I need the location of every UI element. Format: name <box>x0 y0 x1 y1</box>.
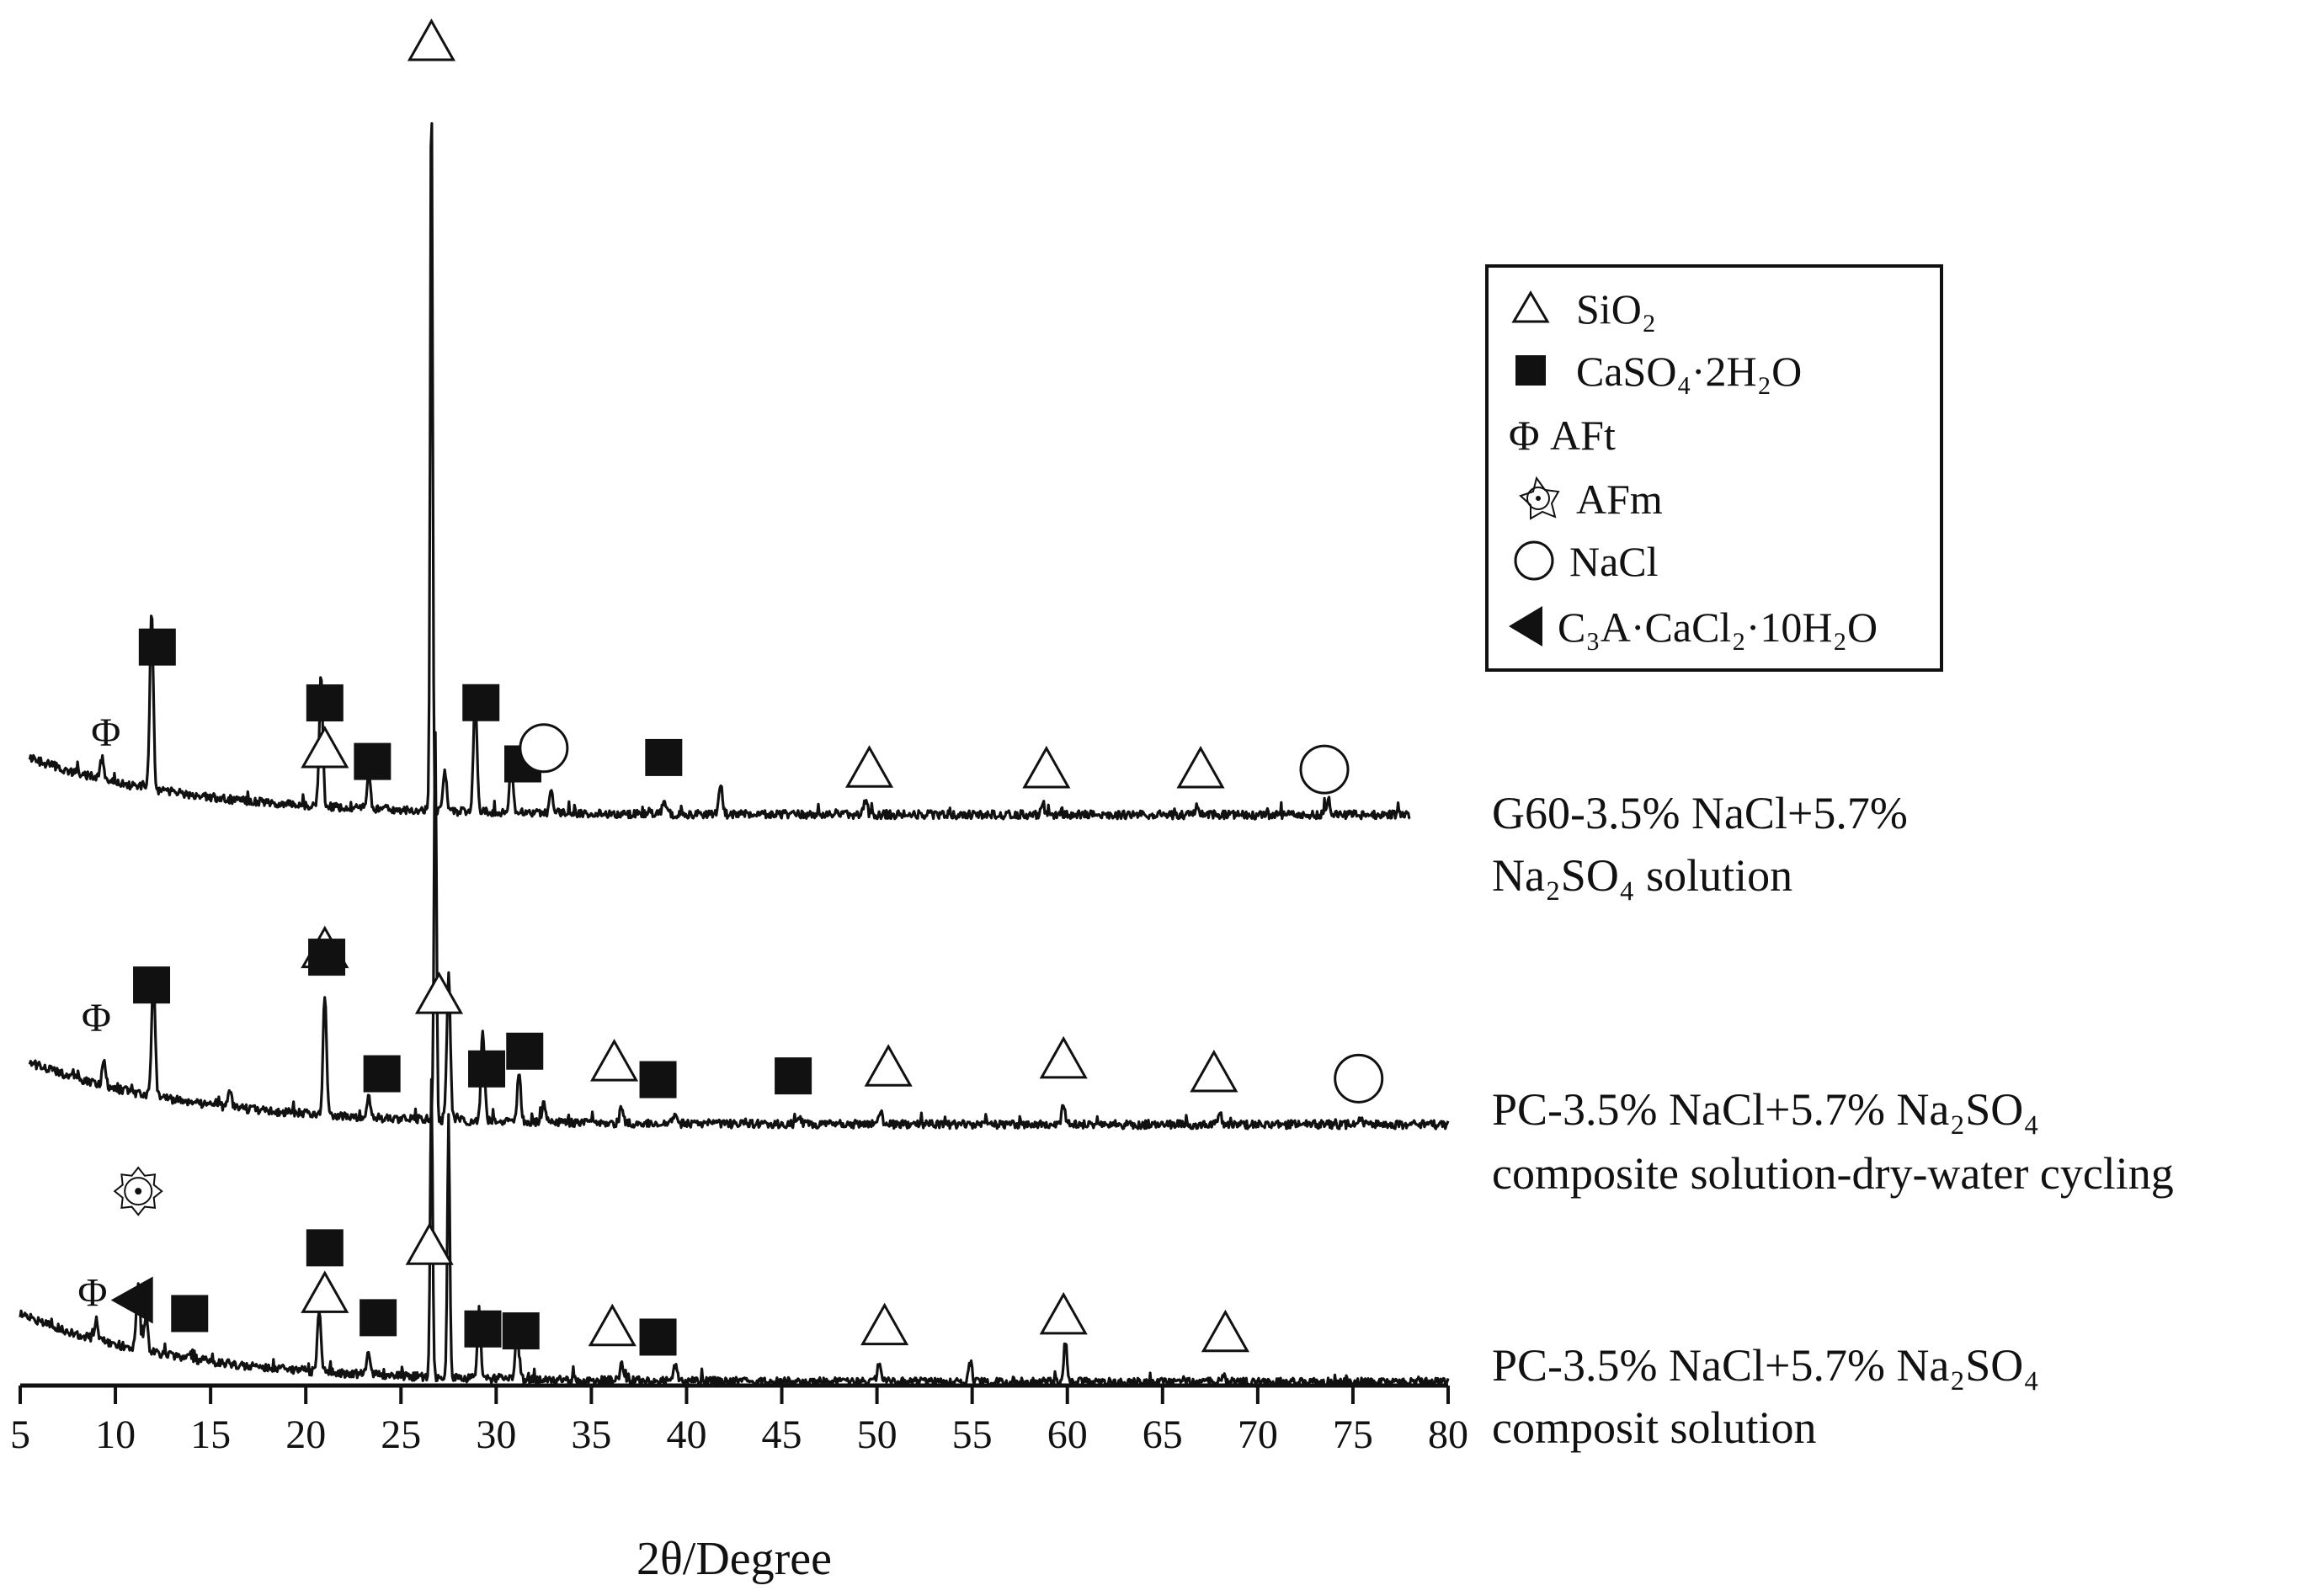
caso4-marker <box>138 628 176 666</box>
x-axis: 5 10 15 20 25 30 35 40 45 50 55 60 65 70 75 80 2θ/Degre… <box>10 1383 1468 1585</box>
sample-labels: G60-3.5% NaCl+5.7% Na₂SO₄ solution PC-3.… <box>1492 788 2174 1453</box>
caso4-marker <box>363 1055 401 1093</box>
aft-marker: Φ <box>91 710 120 755</box>
sio2-marker <box>301 1270 349 1313</box>
x-tick-label: 15 <box>190 1412 231 1457</box>
sample-label-2-line-1: PC-3.5% NaCl+5.7% Na₂SO₄ <box>1492 1084 2039 1135</box>
sio2-marker <box>407 18 456 61</box>
x-tick-label: 35 <box>571 1412 611 1457</box>
caso4-marker <box>308 939 346 976</box>
x-tick-label: 70 <box>1238 1412 1278 1457</box>
x-tick-label: 75 <box>1333 1412 1373 1457</box>
x-ticks: 5 10 15 20 25 30 35 40 45 50 55 60 65 70 75 80 <box>10 1386 1468 1457</box>
sample-label-1-line-2: Na₂SO₄ solution <box>1492 850 1792 901</box>
sio2-marker <box>1190 1049 1238 1093</box>
x-tick-label: 20 <box>285 1412 326 1457</box>
sample-label-2-line-2: composite solution-dry-water cycling <box>1492 1148 2174 1199</box>
legend-square-icon <box>1515 355 1546 386</box>
sio2-marker <box>588 1303 637 1347</box>
legend-box <box>1485 264 1943 672</box>
legend-triangle-icon <box>1511 290 1550 323</box>
legend-label-nacl: NaCl <box>1569 538 1659 585</box>
nacl-marker <box>1299 744 1350 795</box>
x-tick-label: 50 <box>857 1412 898 1457</box>
x-tick-label: 45 <box>762 1412 802 1457</box>
sio2-marker <box>405 1222 454 1265</box>
x-axis-title: 2θ/Degree <box>637 1533 832 1585</box>
sio2-marker <box>414 971 464 1014</box>
sio2-marker <box>1201 1309 1249 1353</box>
xrd-traces <box>19 122 1450 1388</box>
caso4-marker <box>468 1050 506 1088</box>
legend-afm-icon <box>1519 476 1560 520</box>
c3a-marker <box>110 1276 153 1324</box>
sio2-marker <box>1039 1035 1088 1079</box>
xrd-trace-1 <box>28 122 1411 821</box>
caso4-marker <box>360 1299 397 1337</box>
sio2-marker <box>864 1044 913 1087</box>
legend: SiO₂ CaSO₄·2H₂O Φ AFt AFm NaCl C₃A·CaCl₂… <box>1485 264 1943 672</box>
afm-marker <box>113 1166 163 1216</box>
caso4-marker <box>133 966 171 1004</box>
xrd-trace-2 <box>28 731 1450 1130</box>
caso4-marker <box>306 684 344 722</box>
aft-marker: Φ <box>82 996 111 1040</box>
legend-label-caso4: CaSO₄·2H₂O <box>1576 348 1802 395</box>
caso4-marker <box>171 1295 209 1333</box>
sio2-marker <box>1039 1291 1088 1335</box>
caso4-marker <box>639 1061 677 1099</box>
legend-label-sio2: SiO₂ <box>1576 285 1656 332</box>
x-tick-label: 60 <box>1047 1412 1088 1457</box>
caso4-marker <box>645 738 683 776</box>
nacl-marker <box>519 723 569 774</box>
x-tick-label: 40 <box>666 1412 706 1457</box>
legend-label-aft: Φ AFt <box>1509 412 1616 459</box>
legend-label-c3a: C₃A·CaCl₂·10H₂O <box>1558 604 1878 651</box>
caso4-marker <box>502 1312 540 1350</box>
caso4-marker <box>639 1318 677 1356</box>
x-tick-label: 65 <box>1143 1412 1183 1457</box>
aft-marker: Φ <box>77 1270 107 1315</box>
caso4-marker <box>464 1310 502 1348</box>
sio2-marker <box>844 745 894 788</box>
caso4-marker <box>506 1032 544 1070</box>
caso4-marker <box>306 1229 344 1267</box>
caso4-marker <box>462 684 500 721</box>
phase-markers: Φ Φ Φ <box>77 18 1384 1356</box>
legend-label-afm: AFm <box>1576 476 1663 523</box>
sio2-marker <box>589 1039 639 1082</box>
sio2-marker <box>860 1302 909 1346</box>
x-tick-label: 55 <box>952 1412 993 1457</box>
caso4-marker <box>354 742 391 780</box>
x-tick-label: 5 <box>10 1412 30 1457</box>
legend-triangle-left-icon <box>1509 606 1542 646</box>
sio2-marker <box>301 725 349 769</box>
legend-circle-icon <box>1514 540 1554 581</box>
sample-label-3-line-2: composit solution <box>1492 1402 1817 1453</box>
x-tick-label: 30 <box>476 1412 516 1457</box>
sio2-marker <box>1176 745 1225 789</box>
nacl-marker <box>1334 1053 1384 1104</box>
sio2-marker <box>1022 745 1071 789</box>
sample-label-3-line-1: PC-3.5% NaCl+5.7% Na₂SO₄ <box>1492 1340 2039 1391</box>
x-tick-label: 25 <box>381 1412 421 1457</box>
sample-label-1-line-1: G60-3.5% NaCl+5.7% <box>1492 788 1908 838</box>
x-tick-label: 80 <box>1428 1412 1468 1457</box>
caso4-marker <box>775 1057 812 1095</box>
x-tick-label: 10 <box>95 1412 136 1457</box>
